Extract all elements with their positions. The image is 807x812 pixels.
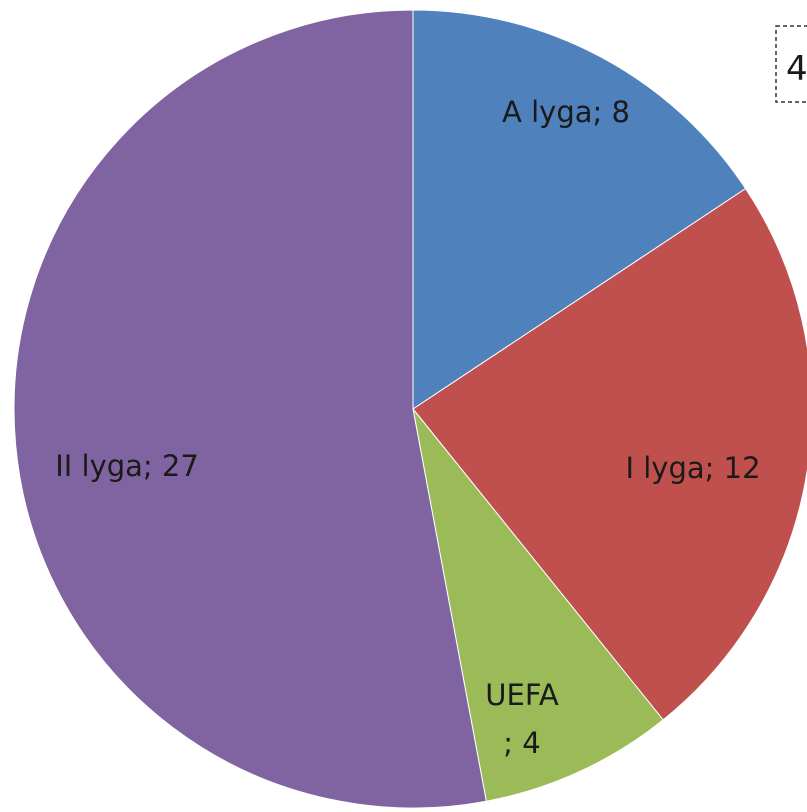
pie-slice-i-lyga (412, 187, 807, 721)
title-box-group: 4 (775, 25, 807, 103)
data-labels: A lyga; 8 I lyga; 12 UEFA; 4 II lyga; 27 (55, 95, 760, 760)
data-label-ii-lyga: II lyga; 27 (55, 449, 199, 483)
pie-slice-uefa (412, 408, 664, 802)
chart-title-fragment: 4 (786, 49, 807, 89)
pie-slices (13, 9, 807, 809)
data-label-uefa: UEFA; 4 (485, 678, 559, 760)
pie-slice-ii-lyga (13, 9, 487, 809)
pie-slice-a-lyga (412, 9, 747, 410)
title-box (775, 25, 807, 103)
data-label-i-lyga: I lyga; 12 (625, 451, 760, 485)
data-label-a-lyga: A lyga; 8 (502, 95, 630, 129)
